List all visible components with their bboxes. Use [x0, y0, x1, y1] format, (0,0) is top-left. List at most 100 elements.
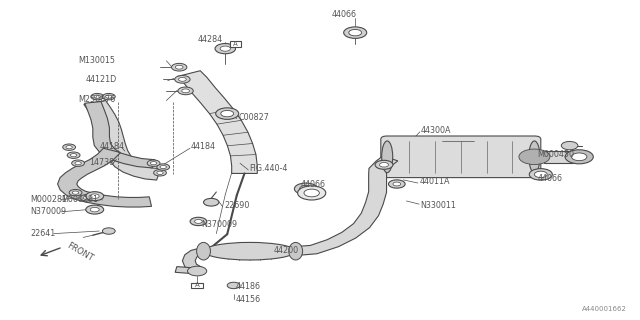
Text: 44300A: 44300A	[421, 126, 452, 135]
Text: 44011A: 44011A	[419, 177, 450, 186]
Circle shape	[179, 77, 186, 81]
Circle shape	[67, 152, 80, 158]
Text: 44200: 44200	[274, 246, 299, 255]
Circle shape	[150, 162, 157, 165]
Circle shape	[344, 27, 367, 38]
Circle shape	[175, 65, 183, 69]
Circle shape	[160, 165, 166, 169]
Text: 44066: 44066	[538, 174, 563, 183]
Text: M250076: M250076	[78, 95, 115, 104]
Circle shape	[375, 160, 393, 169]
Circle shape	[393, 182, 401, 186]
Text: FIG.440-4: FIG.440-4	[250, 164, 288, 173]
Circle shape	[70, 154, 77, 157]
Ellipse shape	[204, 243, 296, 260]
Ellipse shape	[529, 141, 540, 173]
Polygon shape	[182, 248, 207, 271]
Circle shape	[75, 162, 81, 165]
Circle shape	[102, 93, 115, 100]
Circle shape	[204, 198, 219, 206]
Circle shape	[66, 146, 72, 149]
Circle shape	[102, 228, 115, 234]
Circle shape	[519, 149, 550, 164]
Circle shape	[227, 282, 240, 289]
Circle shape	[294, 183, 317, 195]
Polygon shape	[84, 100, 161, 180]
Circle shape	[80, 195, 93, 201]
Polygon shape	[84, 101, 155, 168]
Text: A: A	[233, 41, 238, 47]
Circle shape	[147, 160, 160, 166]
Text: A440001662: A440001662	[582, 306, 627, 312]
Text: N330011: N330011	[420, 201, 456, 210]
Circle shape	[90, 207, 99, 212]
Circle shape	[94, 95, 100, 98]
Circle shape	[572, 153, 587, 161]
Circle shape	[300, 186, 312, 192]
FancyBboxPatch shape	[381, 136, 541, 178]
Circle shape	[215, 44, 236, 54]
Polygon shape	[292, 156, 398, 256]
Circle shape	[72, 191, 79, 194]
Text: 44066: 44066	[301, 180, 326, 189]
Text: 44066: 44066	[332, 10, 357, 19]
Circle shape	[90, 194, 99, 198]
Circle shape	[172, 63, 187, 71]
Text: N370009: N370009	[202, 220, 237, 229]
Circle shape	[106, 95, 112, 98]
Circle shape	[216, 108, 239, 119]
Circle shape	[157, 171, 163, 174]
Circle shape	[188, 266, 207, 276]
Circle shape	[195, 220, 202, 223]
Text: 44121D: 44121D	[85, 76, 116, 84]
Circle shape	[534, 171, 547, 178]
Circle shape	[175, 76, 190, 83]
Bar	[191, 283, 203, 288]
Polygon shape	[544, 151, 573, 163]
Circle shape	[178, 87, 193, 95]
Polygon shape	[58, 148, 152, 207]
Circle shape	[298, 186, 326, 200]
Ellipse shape	[289, 243, 303, 260]
Circle shape	[157, 164, 170, 170]
Circle shape	[349, 29, 362, 36]
Circle shape	[561, 141, 578, 150]
Circle shape	[86, 192, 104, 201]
Text: N370009: N370009	[31, 207, 67, 216]
Ellipse shape	[381, 141, 393, 173]
Text: M000450: M000450	[538, 150, 575, 159]
Text: C00827: C00827	[239, 113, 269, 122]
Text: 14738: 14738	[90, 158, 115, 167]
Circle shape	[380, 163, 388, 167]
Circle shape	[91, 93, 104, 100]
Polygon shape	[177, 71, 257, 173]
Text: M000281: M000281	[61, 195, 98, 204]
Circle shape	[83, 196, 90, 199]
Text: 44184: 44184	[99, 142, 124, 151]
Circle shape	[69, 189, 82, 196]
Text: 44184: 44184	[191, 142, 216, 151]
Circle shape	[529, 169, 552, 180]
Circle shape	[72, 160, 84, 166]
Ellipse shape	[196, 243, 211, 260]
Circle shape	[63, 144, 76, 150]
Circle shape	[221, 110, 234, 117]
Text: A: A	[195, 283, 200, 288]
Text: 22641: 22641	[31, 229, 56, 238]
Circle shape	[565, 150, 593, 164]
Circle shape	[86, 205, 104, 214]
Circle shape	[304, 189, 319, 197]
Circle shape	[220, 46, 230, 51]
Polygon shape	[175, 267, 198, 274]
Bar	[230, 41, 241, 47]
Text: 44186: 44186	[236, 282, 260, 291]
Text: FRONT: FRONT	[65, 241, 95, 263]
Text: M000281: M000281	[31, 195, 68, 204]
Circle shape	[182, 89, 189, 93]
Text: 22690: 22690	[224, 201, 250, 210]
Circle shape	[388, 180, 405, 188]
Circle shape	[154, 170, 166, 176]
Text: 44284: 44284	[197, 35, 223, 44]
Circle shape	[190, 217, 207, 226]
Text: M130015: M130015	[78, 56, 115, 65]
